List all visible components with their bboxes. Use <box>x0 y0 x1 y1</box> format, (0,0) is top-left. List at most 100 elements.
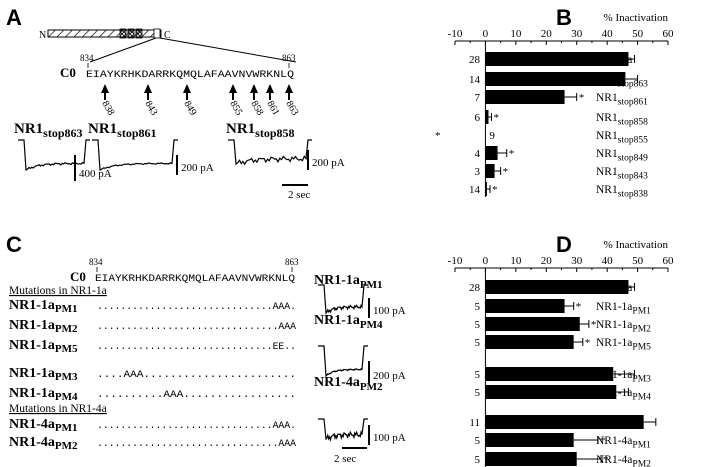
current-trace <box>318 284 368 315</box>
significance-marker: * <box>603 454 609 466</box>
category-label: NR1stop849 <box>596 148 648 163</box>
current-trace <box>92 139 178 171</box>
arrow-label: 838 <box>99 99 116 117</box>
trace-title: NR1-4aPM2 <box>314 375 383 393</box>
x-tick-label: 60 <box>663 28 675 40</box>
category-label: NR1-1aPM2 <box>596 319 651 334</box>
x-tick-label: 20 <box>541 255 553 267</box>
category-label: NR1-4a <box>596 417 632 429</box>
mutant-name: NR1-4aPM2 <box>9 435 78 452</box>
scale-bar-label: 100 pA <box>373 432 406 444</box>
n-count: 3 <box>475 166 481 178</box>
n-count: 4 <box>475 148 481 160</box>
bar <box>485 280 629 294</box>
arrow-label: 843 <box>142 99 159 117</box>
significance-marker: * <box>585 337 591 349</box>
scale-bar-label: 400 pA <box>79 168 112 180</box>
n-count: 28 <box>469 54 481 66</box>
significance-marker: * <box>435 130 441 142</box>
bar <box>485 182 487 196</box>
category-label: NR1stop843 <box>596 166 648 181</box>
x-tick-label: 0 <box>483 255 489 267</box>
arrow-head <box>266 84 274 93</box>
n-count: 14 <box>469 184 481 196</box>
trace-title: NR1-1aPM4 <box>314 313 383 331</box>
protein-bar <box>47 29 162 38</box>
protein-schematic: N C <box>39 28 297 63</box>
tm-domain <box>127 28 135 39</box>
panel-c-label: C <box>6 232 22 257</box>
arrow-label: 863 <box>283 99 300 117</box>
current-trace <box>318 345 368 378</box>
arrow-label: 861 <box>264 99 281 117</box>
bar <box>485 367 614 381</box>
n-count: 5 <box>475 454 481 466</box>
significance-marker: * <box>494 112 500 124</box>
category-label: NR1-1a <box>596 54 632 66</box>
mutant-sequence: ...............................AAA <box>97 322 296 333</box>
arrow-head <box>250 84 258 93</box>
category-label: NR1-1aPM1 <box>596 301 651 316</box>
n-count: 9 <box>489 130 495 142</box>
significance-marker: * <box>576 301 582 313</box>
arrow-head <box>285 84 293 93</box>
panel-d-label: D <box>556 232 572 257</box>
x-tick-label: 50 <box>632 255 644 267</box>
mutant-name: NR1-1aPM3 <box>9 366 78 383</box>
mutant-name: NR1-4aPM1 <box>9 417 78 434</box>
c0-label: C0 <box>60 65 76 80</box>
mutant-sequence: ....AAA....................... <box>97 370 296 381</box>
mutant-name: NR1-1aPM4 <box>9 386 78 403</box>
mutant-sequence: ..............................EE.. <box>97 342 296 353</box>
bar <box>485 146 498 160</box>
scale-bar-label: 200 pA <box>373 370 406 382</box>
arrow-label: 858 <box>248 99 265 117</box>
seq-pos-start: 834 <box>80 53 94 63</box>
chart-b: % Inactivation -10 0 10 20 30 40 50 60 28 NR1-1a 14… <box>435 12 674 199</box>
significance-marker: * <box>503 166 509 178</box>
n-count: 5 <box>475 435 481 447</box>
bar <box>485 317 580 331</box>
mutation-rows: NR1-1aPM1 ..............................A… <box>9 298 296 452</box>
arrow-head <box>144 84 152 93</box>
x-tick-label: 10 <box>510 255 522 267</box>
bar <box>485 72 626 86</box>
n-count: 5 <box>475 319 481 331</box>
n-count: 5 <box>475 337 481 349</box>
x-tick-label: -10 <box>448 28 463 40</box>
arrow-label: 855 <box>227 99 244 117</box>
tm-domain <box>153 28 161 39</box>
mutant-name: NR1-1aPM2 <box>9 318 78 335</box>
trace-title: NR1stop861 <box>88 121 157 140</box>
arrow-head <box>101 84 109 93</box>
current-trace <box>18 139 90 172</box>
x-tick-label: 30 <box>571 255 583 267</box>
mutant-sequence: ..............................AAA. <box>97 302 296 313</box>
panel-a-traces: NR1stop863 400 pA NR1stop861 200 pA NR1stop8… <box>14 121 345 201</box>
category-label: NR1-4aPM1 <box>596 435 651 450</box>
heading-nr1-4a: Mutations in NR1-4a <box>9 403 107 415</box>
arrow-head <box>183 84 191 93</box>
n-count: 5 <box>475 301 481 313</box>
seq-pos-end: 863 <box>282 53 296 63</box>
panel-a-label: A <box>6 5 22 30</box>
arrow-label: 849 <box>181 99 198 117</box>
x-tick-label: 30 <box>571 28 583 40</box>
x-tick-label: 50 <box>632 28 644 40</box>
trace-title: NR1stop858 <box>226 121 295 140</box>
category-label: NR1-1aPM3 <box>596 369 651 384</box>
category-label: NR1-1aPM5 <box>596 337 651 352</box>
bar <box>485 335 574 349</box>
x-tick-label: 60 <box>663 255 675 267</box>
x-tick-label: 40 <box>602 255 614 267</box>
zoom-line-right <box>159 37 297 63</box>
category-label: NR1stop838 <box>596 184 648 199</box>
tm-domain <box>119 28 127 39</box>
seq-pos-start-c: 834 <box>89 257 103 267</box>
trace-title: NR1-1aPM1 <box>314 273 383 291</box>
trace-title: NR1stop863 <box>14 121 83 140</box>
mutant-sequence: ..............................AAA. <box>97 421 296 432</box>
category-label: NR1stop855 <box>596 130 648 145</box>
